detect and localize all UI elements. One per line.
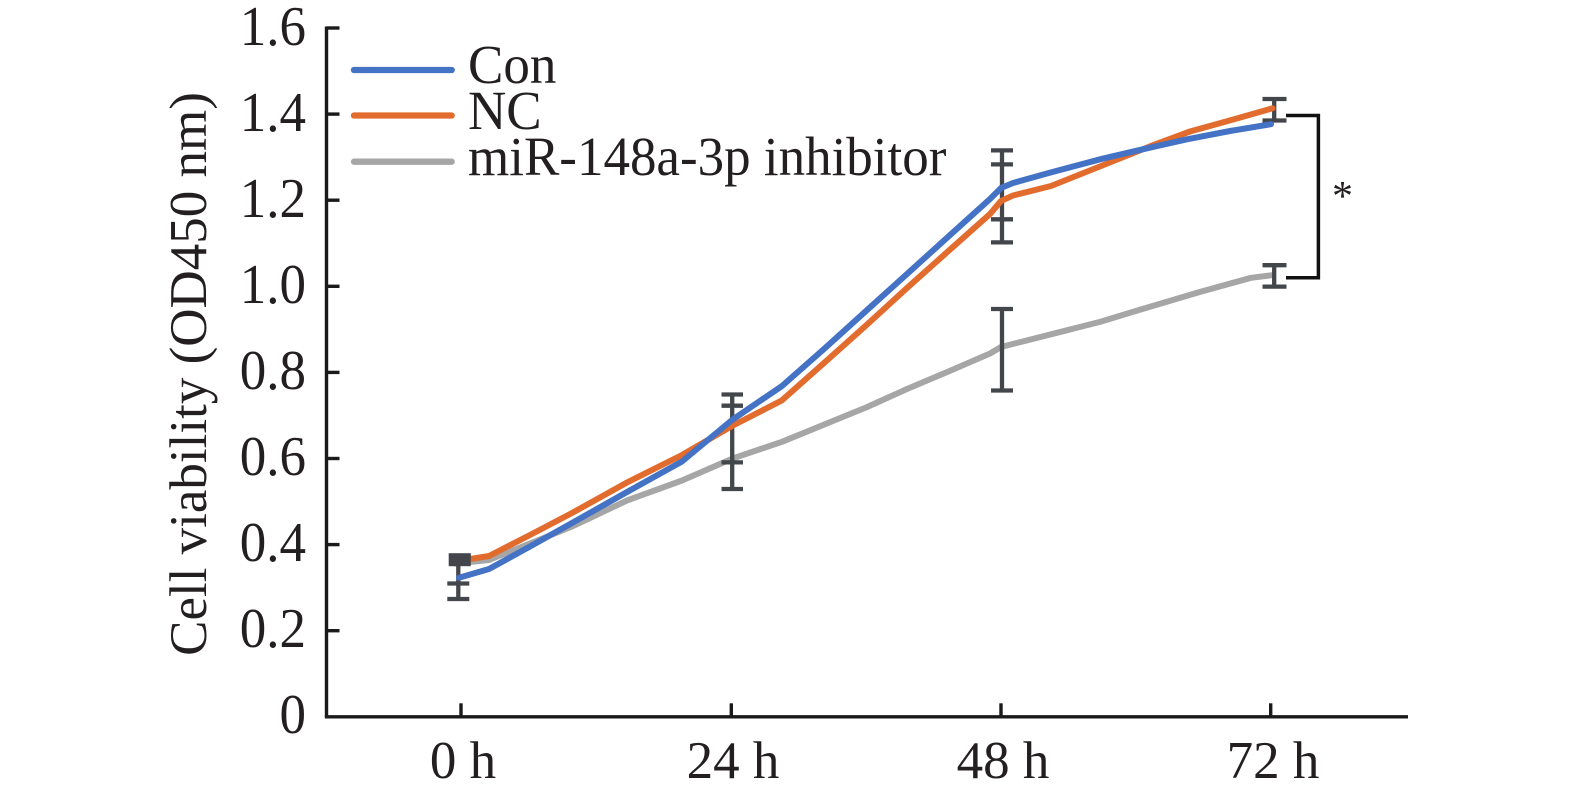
svg-text:NC: NC <box>468 80 542 141</box>
svg-text:*: * <box>1332 174 1353 220</box>
svg-text:24 h: 24 h <box>687 732 780 790</box>
svg-text:72 h: 72 h <box>1227 732 1320 790</box>
svg-text:0.6: 0.6 <box>240 425 306 488</box>
svg-text:1.0: 1.0 <box>240 253 306 316</box>
svg-text:miR-148a-3p inhibitor: miR-148a-3p inhibitor <box>468 126 946 187</box>
svg-text:0.4: 0.4 <box>240 511 306 574</box>
svg-text:1.6: 1.6 <box>240 0 306 57</box>
svg-text:0 h: 0 h <box>430 732 496 790</box>
svg-text:Con: Con <box>468 34 556 95</box>
svg-text:0: 0 <box>279 683 306 746</box>
svg-text:0.8: 0.8 <box>240 339 306 402</box>
svg-text:1.4: 1.4 <box>240 81 306 144</box>
svg-text:0.2: 0.2 <box>240 597 306 660</box>
svg-text:Cell viability (OD450 nm): Cell viability (OD450 nm) <box>160 92 218 656</box>
svg-text:1.2: 1.2 <box>240 167 306 230</box>
svg-text:48 h: 48 h <box>957 732 1050 790</box>
